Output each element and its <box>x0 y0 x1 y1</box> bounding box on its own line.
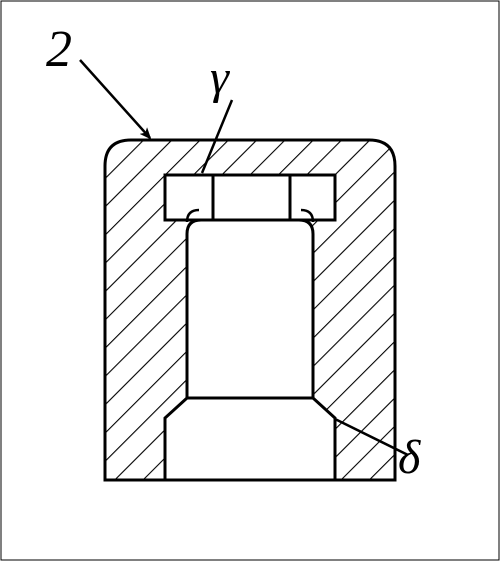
label-gamma: γ <box>210 50 229 105</box>
bottom-opening-delta <box>165 398 335 480</box>
label-delta: δ <box>398 430 420 485</box>
inner-cavity <box>187 220 313 398</box>
diagram-svg <box>0 0 500 561</box>
arrow-part-2 <box>80 60 150 138</box>
label-part-number: 2 <box>46 20 72 79</box>
diagram-canvas: 2 γ δ <box>0 0 500 561</box>
